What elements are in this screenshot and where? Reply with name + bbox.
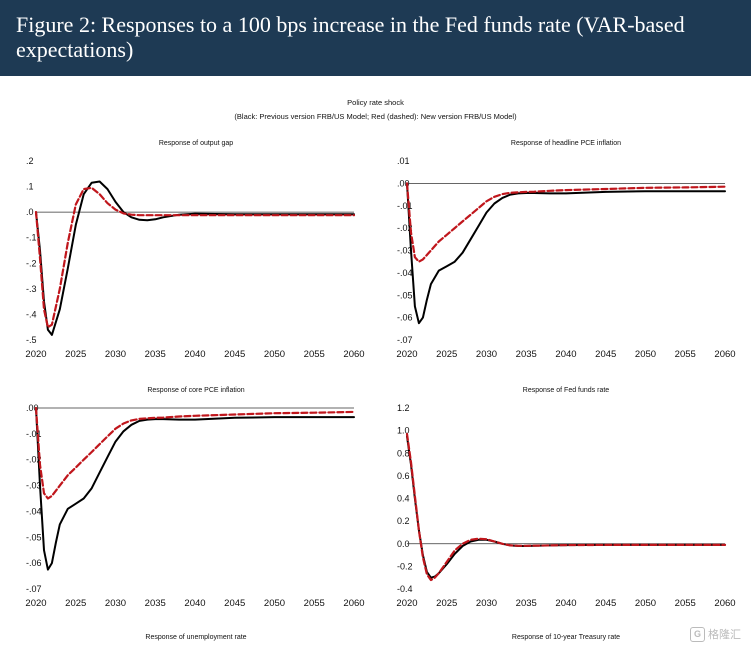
x-tick-label: 2030 xyxy=(105,598,126,609)
watermark-text: 格隆汇 xyxy=(708,629,741,641)
x-tick-label: 2060 xyxy=(714,598,735,609)
x-tick-label: 2025 xyxy=(65,349,86,360)
y-tick-label: -.03 xyxy=(397,246,413,256)
series-line-previous xyxy=(406,182,726,325)
series-line-new xyxy=(405,432,727,582)
y-tick-label: .0 xyxy=(26,207,34,217)
series-line-new xyxy=(405,182,727,263)
y-tick-label: -.4 xyxy=(26,309,37,319)
figure-subtitle: Policy rate shock xyxy=(347,98,404,107)
series-line-previous xyxy=(35,180,355,336)
chart-panel-2: Response of headline PCE inflation .01 .00… xyxy=(396,140,735,360)
bottom-chart-title: Response of 10-year Treasury rate xyxy=(512,634,620,641)
x-tick-label: 2035 xyxy=(145,349,166,360)
chart-title: Response of core PCE inflation xyxy=(147,387,244,394)
x-tick-label: 2030 xyxy=(476,598,497,609)
y-tick-label: -.05 xyxy=(26,532,42,542)
x-tick-label: 2020 xyxy=(396,598,417,609)
y-tick-label: -.07 xyxy=(26,584,42,594)
series-line-previous xyxy=(35,407,355,571)
chart-title: Response of headline PCE inflation xyxy=(511,140,621,147)
x-tick-label: 2040 xyxy=(184,598,205,609)
x-tick-label: 2060 xyxy=(343,349,364,360)
chart-panel-4: Response of Fed funds rate 1.2 1.0 0.8 0.6 0.… xyxy=(396,387,735,609)
chart-panel-1: Response of output gap .2 .1 .0 -.1 -.2 -.3 -.4… xyxy=(25,140,364,360)
x-tick-label: 2025 xyxy=(436,349,457,360)
x-tick-label: 2020 xyxy=(25,598,46,609)
y-tick-label: -.06 xyxy=(26,558,42,568)
x-tick-label: 2030 xyxy=(476,349,497,360)
x-tick-label: 2045 xyxy=(224,349,245,360)
y-tick-label: -.01 xyxy=(397,201,413,211)
x-tick-label: 2060 xyxy=(343,598,364,609)
chart-title: Response of Fed funds rate xyxy=(523,387,609,394)
y-tick-label: -.05 xyxy=(397,290,413,300)
series-line-new xyxy=(34,406,356,500)
y-tick-label: .01 xyxy=(397,156,410,166)
y-tick-label: -0.2 xyxy=(397,561,413,571)
y-tick-label: .00 xyxy=(26,403,39,413)
x-tick-label: 2035 xyxy=(516,349,537,360)
chart-title: Response of output gap xyxy=(159,140,233,147)
y-tick-label: -.06 xyxy=(397,313,413,323)
y-tick-label: -.3 xyxy=(26,284,37,294)
x-tick-label: 2060 xyxy=(714,349,735,360)
watermark: G 格隆汇 xyxy=(690,626,741,642)
y-tick-label: -.07 xyxy=(397,335,413,345)
y-tick-label: -.2 xyxy=(26,258,37,268)
y-tick-label: 0.2 xyxy=(397,516,410,526)
y-tick-label: -.01 xyxy=(26,429,42,439)
x-tick-label: 2035 xyxy=(145,598,166,609)
figure-title: Figure 2: Responses to a 100 bps increas… xyxy=(16,12,685,62)
y-tick-label: -.02 xyxy=(26,455,42,465)
x-tick-label: 2045 xyxy=(224,598,245,609)
y-tick-label: -.02 xyxy=(397,223,413,233)
x-tick-label: 2055 xyxy=(675,598,696,609)
figure-title-banner: Figure 2: Responses to a 100 bps increas… xyxy=(0,0,751,76)
y-tick-label: -.03 xyxy=(26,481,42,491)
y-tick-label: 1.2 xyxy=(397,403,410,413)
x-tick-label: 2055 xyxy=(304,349,325,360)
y-tick-label: -.1 xyxy=(26,233,37,243)
x-tick-label: 2050 xyxy=(635,598,656,609)
series-line-new xyxy=(34,186,356,329)
x-tick-label: 2025 xyxy=(436,598,457,609)
x-tick-label: 2040 xyxy=(184,349,205,360)
x-tick-label: 2020 xyxy=(396,349,417,360)
series-line-previous xyxy=(406,435,726,579)
x-tick-label: 2050 xyxy=(635,349,656,360)
x-tick-label: 2030 xyxy=(105,349,126,360)
y-tick-label: -.04 xyxy=(397,268,413,278)
y-tick-label: -.04 xyxy=(26,506,42,516)
watermark-logo-icon: G xyxy=(690,626,705,642)
y-tick-label: .2 xyxy=(26,156,34,166)
y-tick-label: .00 xyxy=(397,178,410,188)
x-tick-label: 2050 xyxy=(264,598,285,609)
y-tick-label: -0.4 xyxy=(397,584,413,594)
y-tick-label: 0.6 xyxy=(397,471,410,481)
y-tick-label: 0.8 xyxy=(397,448,410,458)
x-tick-label: 2040 xyxy=(555,598,576,609)
chart-panel-3: Response of core PCE inflation .00 -.01 -.0… xyxy=(25,387,364,609)
x-tick-label: 2020 xyxy=(25,349,46,360)
x-tick-label: 2055 xyxy=(304,598,325,609)
x-tick-label: 2025 xyxy=(65,598,86,609)
x-tick-label: 2040 xyxy=(555,349,576,360)
y-tick-label: -.5 xyxy=(26,335,37,345)
x-tick-label: 2035 xyxy=(516,598,537,609)
y-tick-label: 0.0 xyxy=(397,539,410,549)
y-tick-label: 0.4 xyxy=(397,494,410,504)
x-tick-label: 2055 xyxy=(675,349,696,360)
figure-legend-note: (Black: Previous version FRB/US Model; R… xyxy=(234,112,517,121)
y-tick-label: .1 xyxy=(26,182,34,192)
y-tick-label: 1.0 xyxy=(397,426,410,436)
x-tick-label: 2045 xyxy=(595,598,616,609)
bottom-chart-title: Response of unemployment rate xyxy=(145,634,246,641)
x-tick-label: 2045 xyxy=(595,349,616,360)
x-tick-label: 2050 xyxy=(264,349,285,360)
